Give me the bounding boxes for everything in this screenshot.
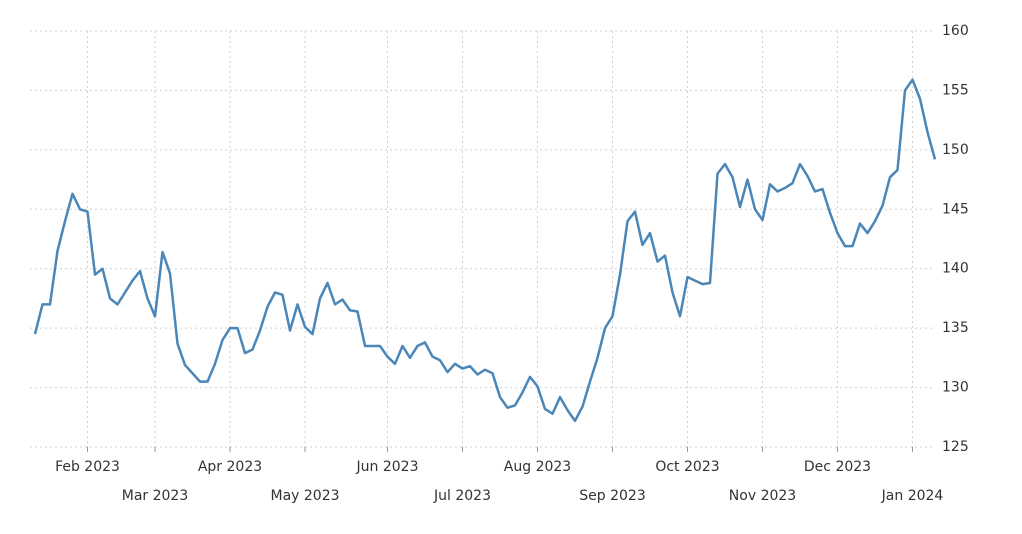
x-tick-label: Jun 2023 [356,459,419,475]
x-tick-label: Mar 2023 [122,488,189,504]
x-tick-label: Sep 2023 [579,488,645,504]
y-tick-label: 125 [942,439,969,455]
x-tick-label: May 2023 [270,488,339,504]
x-tick-label: Apr 2023 [198,459,262,475]
x-tick-label: Aug 2023 [504,459,571,475]
y-tick-label: 150 [942,142,969,158]
y-tick-label: 135 [942,320,969,336]
y-tick-label: 140 [942,261,969,277]
x-tick-label: Jan 2024 [881,488,944,504]
x-tick-label: Dec 2023 [804,459,871,475]
data-line [33,78,937,423]
y-tick-label: 155 [942,82,969,98]
x-tick-label: Feb 2023 [55,459,120,475]
x-tick-label: Nov 2023 [729,488,796,504]
y-tick-label: 160 [942,23,969,39]
x-tick-label: Oct 2023 [655,459,719,475]
x-tick-label: Jul 2023 [433,488,491,504]
y-tick-label: 145 [942,201,969,217]
y-tick-label: 130 [942,380,969,396]
